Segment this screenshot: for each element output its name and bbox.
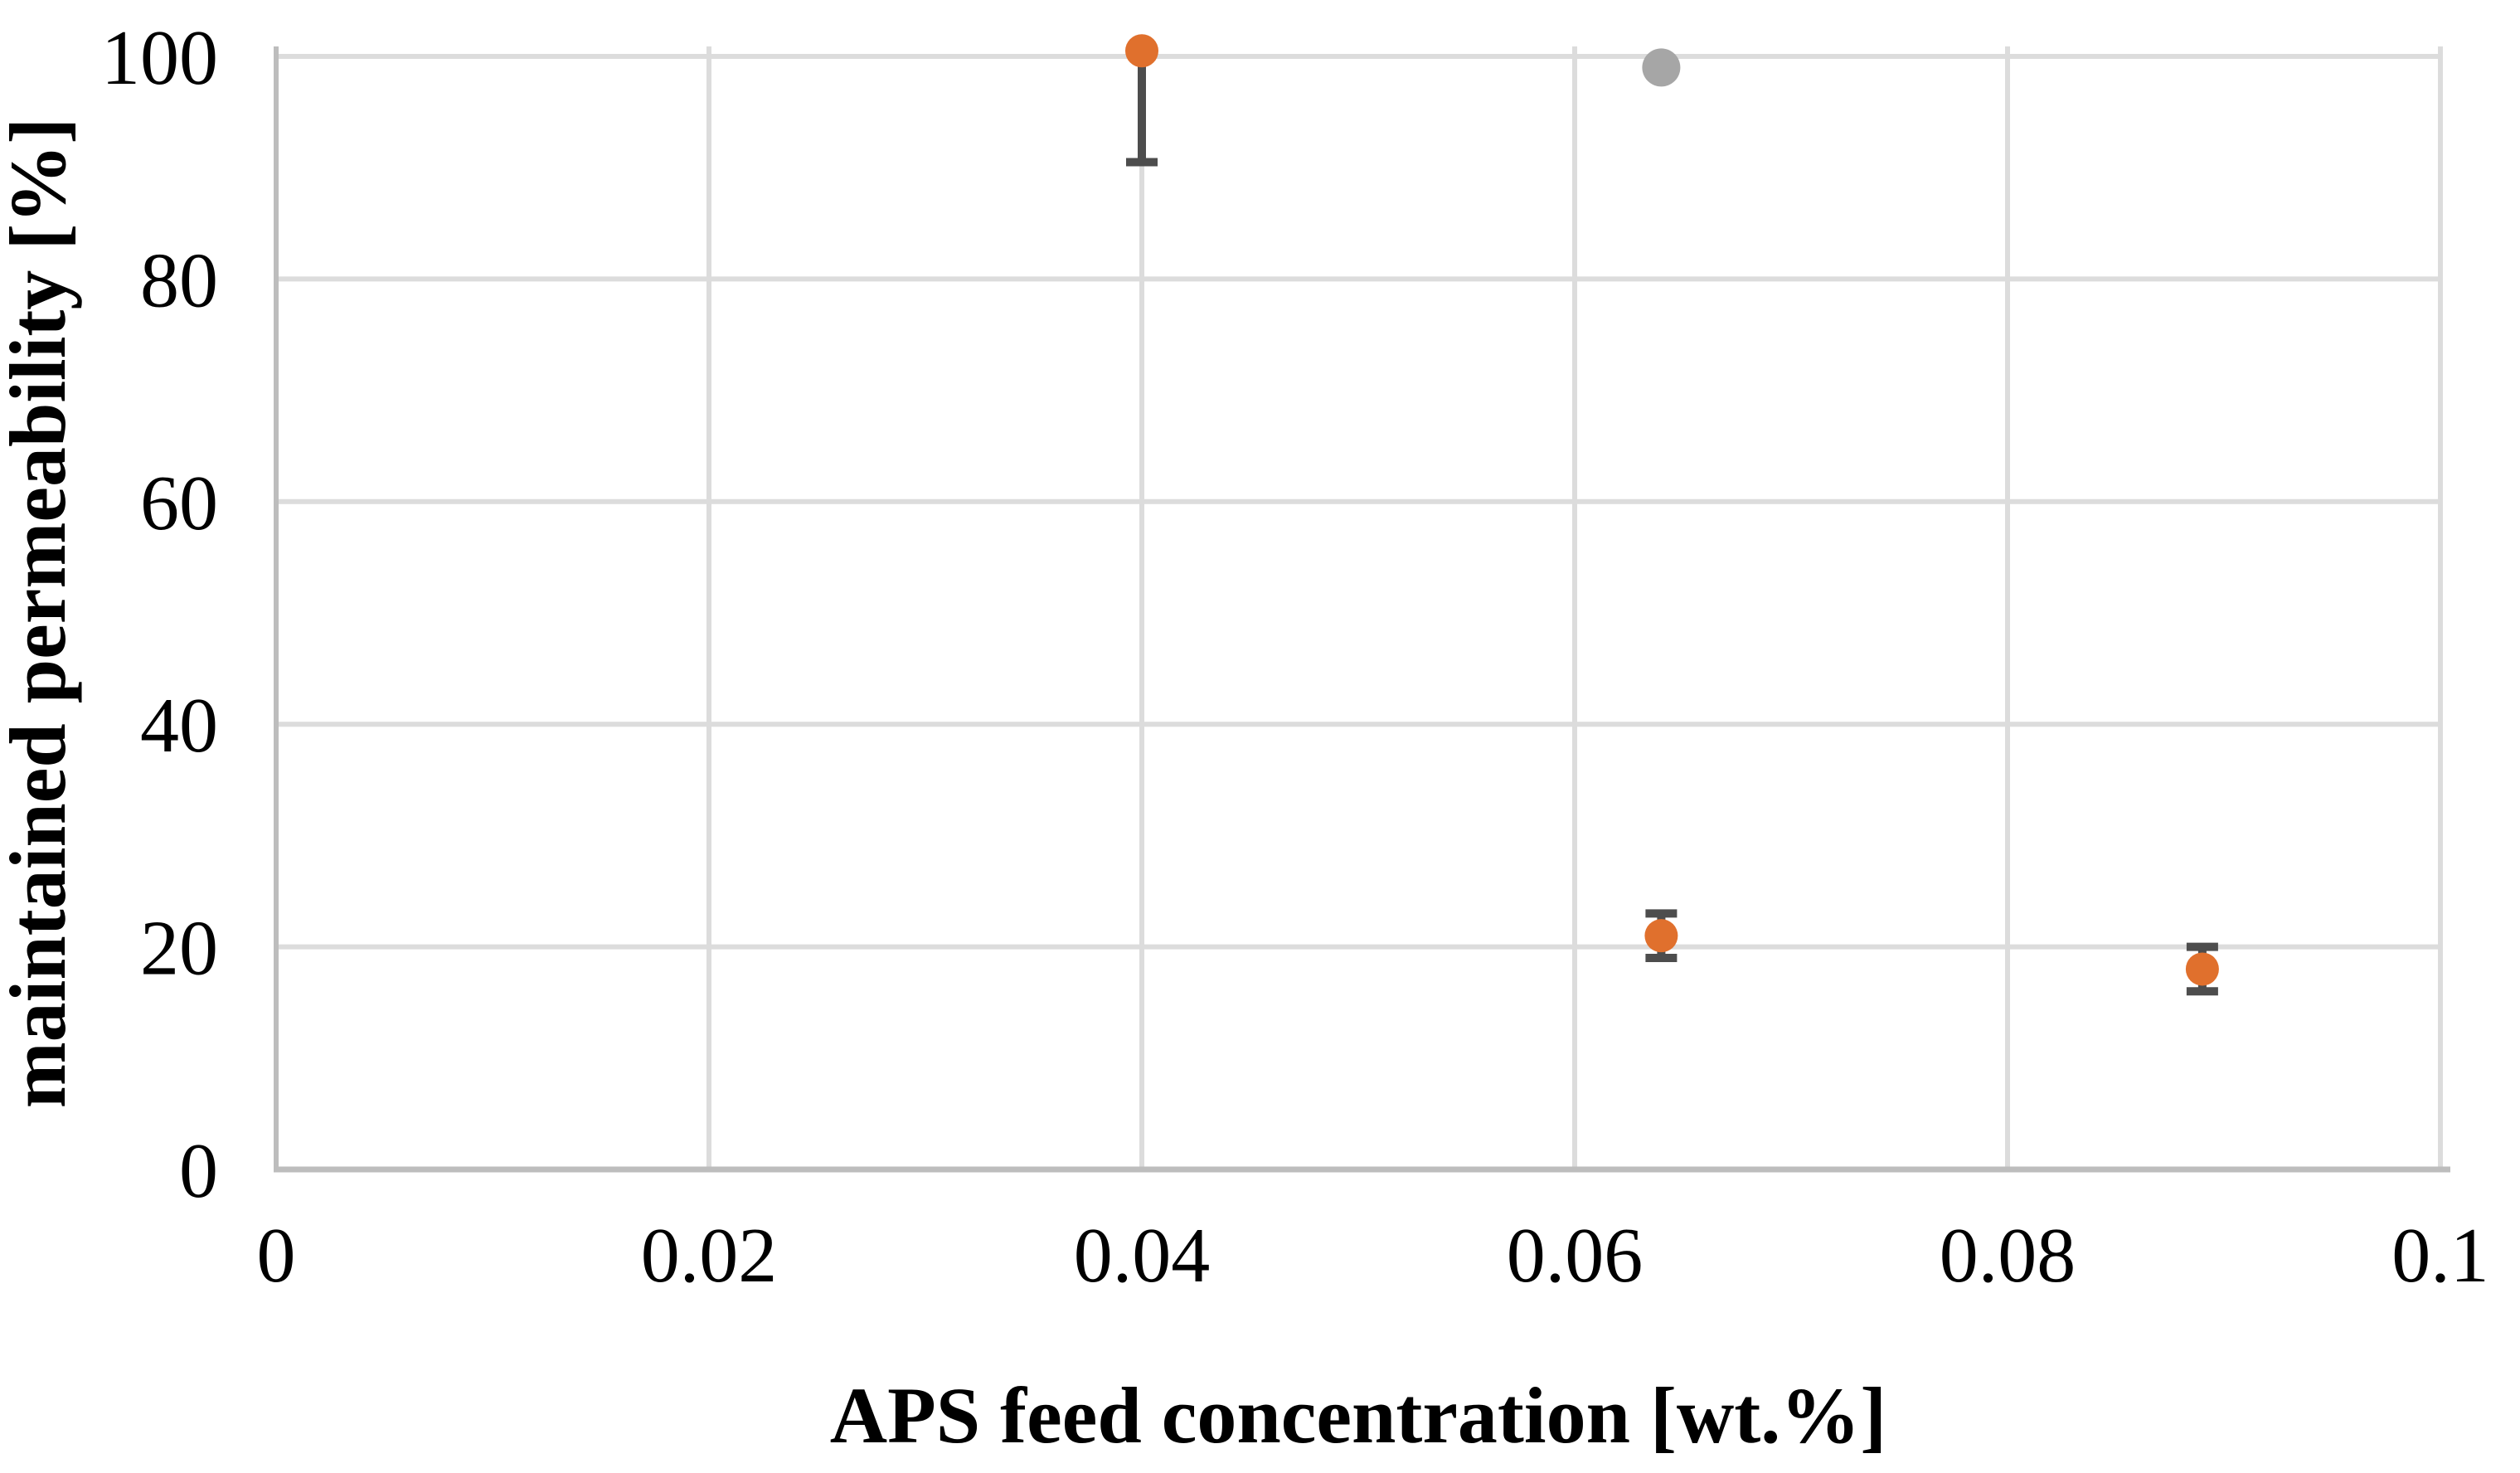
x-tick-label-0.08: 0.08 — [1940, 1213, 2076, 1299]
y-tick-label-40: 40 — [140, 683, 218, 769]
x-tick-label-0: 0 — [257, 1213, 296, 1299]
error-bars-group — [1126, 51, 2218, 996]
x-tick-label-0.02: 0.02 — [641, 1213, 778, 1299]
data-point-gray-series-0 — [1642, 48, 1681, 87]
y-axis-title: maintained permeability [%] — [0, 118, 82, 1109]
axes-group — [274, 46, 2450, 1173]
tick-labels-group: 0 20 40 60 80 100 0 0.02 0.04 0.06 0.08 0.1 — [101, 15, 2489, 1299]
x-tick-label-0.04: 0.04 — [1074, 1213, 1211, 1299]
x-tick-label-0.06: 0.06 — [1507, 1213, 1644, 1299]
data-point-orange-series-2 — [2185, 952, 2219, 986]
data-point-orange-series-0 — [1125, 34, 1158, 68]
y-tick-label-60: 60 — [140, 460, 218, 547]
gridlines-group — [276, 46, 2443, 1169]
y-tick-label-0: 0 — [179, 1128, 218, 1214]
x-tick-label-0.1: 0.1 — [2391, 1213, 2489, 1299]
y-tick-label-80: 80 — [140, 237, 218, 323]
data-point-orange-series-1 — [1644, 919, 1678, 953]
x-axis-title: APS feed concentration [wt.%] — [830, 1371, 1886, 1460]
y-tick-label-100: 100 — [101, 15, 218, 101]
markers-group — [1125, 34, 2219, 986]
y-tick-label-20: 20 — [140, 906, 218, 992]
